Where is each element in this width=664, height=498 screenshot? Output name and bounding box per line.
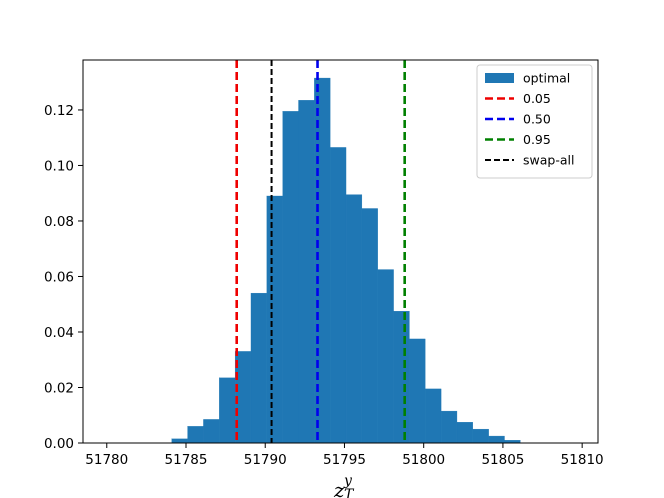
legend-label: 0.95 [523, 132, 551, 147]
histogram-bar [345, 194, 363, 444]
histogram-bar [472, 428, 489, 444]
histogram-bar [203, 419, 220, 444]
legend-label: swap-all [523, 153, 574, 168]
histogram-bars [171, 77, 521, 444]
y-tick-label: 0.02 [44, 380, 74, 396]
y-axis-ticks: 0.00 0.02 0.04 0.06 0.08 0.10 0.12 [44, 103, 83, 452]
y-tick-label: 0.12 [44, 103, 74, 119]
x-axis-label-subscript: T [344, 487, 355, 498]
histogram-bar [187, 426, 204, 444]
histogram-bar [456, 422, 473, 444]
y-tick-label: 0.06 [44, 269, 74, 285]
legend-label: optimal [523, 71, 570, 86]
x-tick-label: 51805 [481, 452, 524, 468]
histogram-bar [377, 269, 394, 444]
y-tick-label: 0.08 [44, 214, 74, 230]
y-tick-label: 0.00 [44, 436, 74, 452]
histogram-bar [266, 195, 283, 444]
y-tick-label: 0.10 [44, 158, 74, 174]
histogram-bar [488, 435, 505, 444]
legend-box [476, 64, 593, 179]
x-tick-label: 51800 [402, 452, 445, 468]
y-tick-label: 0.04 [44, 325, 74, 341]
x-tick-label: 51795 [323, 452, 366, 468]
x-axis-label: z y T [333, 473, 355, 498]
reference-lines [235, 60, 406, 443]
x-tick-label: 51790 [244, 452, 287, 468]
histogram-bar [219, 377, 236, 444]
histogram-bar [282, 111, 299, 444]
x-axis-label-base: z [333, 478, 345, 498]
x-tick-label: 51810 [561, 452, 604, 468]
legend-label: 0.50 [523, 112, 551, 127]
histogram-bar [393, 311, 410, 444]
histogram-bar [298, 100, 315, 444]
legend-label: 0.05 [523, 91, 551, 106]
histogram-bar [330, 147, 347, 444]
x-tick-label: 51785 [165, 452, 208, 468]
x-tick-label: 51780 [85, 452, 128, 468]
legend-swatch [485, 73, 514, 83]
histogram-bar [425, 388, 442, 444]
histogram-bar [361, 208, 378, 444]
histogram-bar [171, 438, 188, 444]
histogram-bar [440, 410, 458, 444]
x-axis-label-superscript: y [343, 473, 353, 489]
histogram-bar [409, 338, 426, 444]
histogram-bar [250, 292, 267, 444]
plot-frame [82, 59, 599, 444]
legend: optimal 0.05 0.50 0.95 swap-all [476, 64, 593, 179]
x-axis-ticks: 51780 51785 51790 51795 51800 51805 51810 [85, 443, 604, 468]
